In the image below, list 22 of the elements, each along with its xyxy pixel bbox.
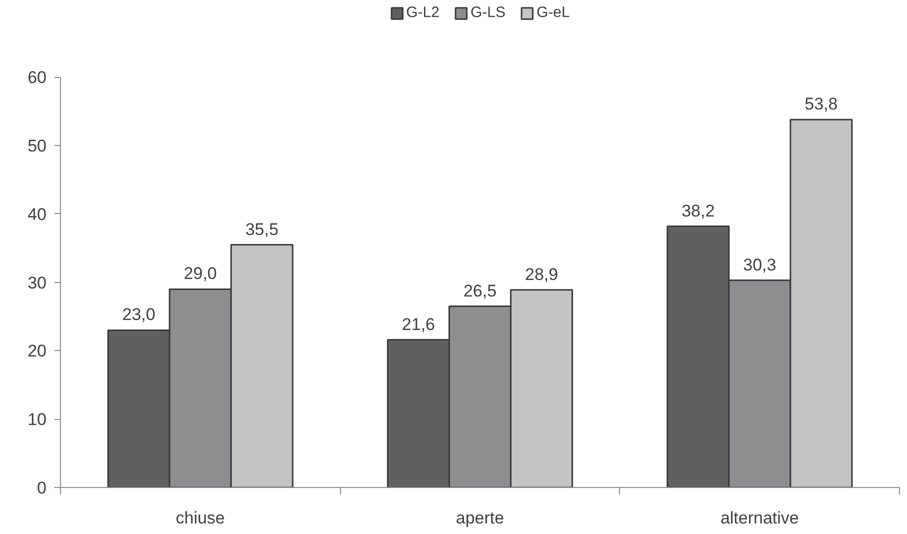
- y-tick-label: 50: [28, 136, 47, 156]
- legend-label: G-LS: [470, 4, 506, 21]
- data-label: 28,9: [524, 264, 558, 284]
- legend-label: G-eL: [536, 4, 570, 21]
- x-tick-label: chiuse: [176, 508, 225, 528]
- legend-label: G-L2: [406, 4, 440, 21]
- y-tick-label: 20: [28, 342, 47, 361]
- x-tick-label: aperte: [456, 508, 504, 528]
- data-label: 35,5: [245, 220, 278, 239]
- data-label: 29,0: [184, 264, 217, 284]
- data-label: 23,0: [122, 305, 156, 324]
- y-tick-label: 40: [28, 204, 47, 224]
- data-label: 30,3: [743, 255, 776, 274]
- y-tick-label: 60: [28, 68, 47, 88]
- y-tick-label: 10: [28, 410, 47, 430]
- data-label: 53,8: [804, 94, 838, 114]
- y-tick-label: 30: [28, 273, 47, 292]
- data-label: 26,5: [463, 281, 497, 300]
- y-tick-label: 0: [37, 478, 47, 498]
- data-label: 38,2: [682, 201, 715, 220]
- x-tick-label: alternative: [720, 508, 799, 528]
- data-label: 21,6: [402, 314, 436, 334]
